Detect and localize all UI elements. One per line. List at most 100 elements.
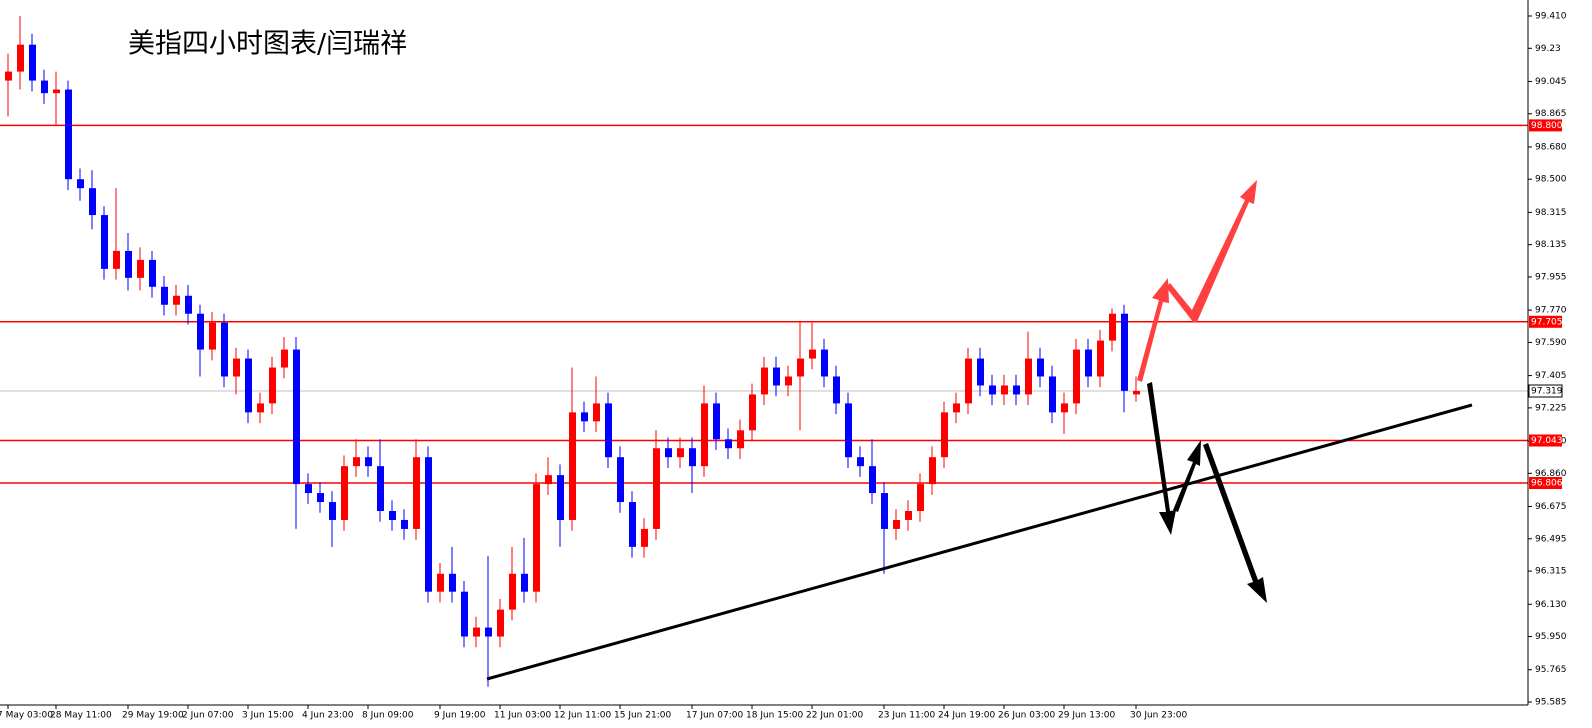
y-tick-label: 98.315 bbox=[1535, 208, 1567, 218]
y-tick-label: 97.955 bbox=[1535, 272, 1567, 282]
candle-body bbox=[1049, 376, 1056, 413]
candle-body bbox=[761, 367, 768, 395]
bull-arrows bbox=[1137, 180, 1257, 382]
last-price-box bbox=[1528, 384, 1563, 398]
level-label: 98.800 bbox=[1531, 121, 1563, 131]
candle-body bbox=[893, 519, 900, 529]
candle-body bbox=[1097, 340, 1104, 377]
candle-body bbox=[881, 493, 888, 529]
candle-body bbox=[329, 502, 336, 520]
candle-body bbox=[1025, 358, 1032, 395]
x-tick-label: 17 Jun 07:00 bbox=[686, 711, 743, 721]
candle-body bbox=[485, 627, 492, 637]
candle-body bbox=[593, 403, 600, 422]
candle-body bbox=[449, 573, 456, 592]
candle-body bbox=[821, 349, 828, 377]
y-tick-label: 96.315 bbox=[1535, 567, 1567, 577]
x-tick-label: 8 Jun 09:00 bbox=[362, 711, 414, 721]
candle-body bbox=[185, 295, 192, 314]
candle-body bbox=[509, 573, 516, 610]
candle-body bbox=[113, 250, 120, 269]
candle-body bbox=[53, 89, 60, 94]
x-tick-label: 28 May 11:00 bbox=[50, 711, 112, 721]
candle-body bbox=[245, 358, 252, 413]
y-tick-label: 98.135 bbox=[1535, 240, 1567, 250]
candle-body bbox=[1109, 313, 1116, 341]
candle-body bbox=[317, 493, 324, 503]
candle-body bbox=[905, 510, 912, 520]
y-tick-label: 99.045 bbox=[1535, 77, 1567, 87]
candle-body bbox=[713, 403, 720, 440]
y-tick-label: 99.23 bbox=[1535, 44, 1561, 54]
last-price-label: 97.319 bbox=[1531, 387, 1563, 397]
x-tick-label: 15 Jun 21:00 bbox=[614, 711, 671, 721]
candle-body bbox=[1073, 349, 1080, 404]
candle-body bbox=[233, 358, 240, 377]
level-label: 96.806 bbox=[1531, 479, 1563, 489]
candle-body bbox=[437, 573, 444, 592]
candle-body bbox=[845, 403, 852, 458]
x-tick-label: 26 Jun 03:00 bbox=[998, 711, 1055, 721]
candle-body bbox=[257, 403, 264, 413]
candle-body bbox=[281, 349, 288, 368]
candle-body bbox=[41, 80, 48, 94]
candle-body bbox=[677, 448, 684, 458]
candle-body bbox=[533, 484, 540, 592]
candle-body bbox=[617, 457, 624, 503]
candle-body bbox=[137, 259, 144, 278]
level-box bbox=[1529, 315, 1562, 328]
candle-body bbox=[161, 286, 168, 305]
candle-body bbox=[545, 475, 552, 485]
y-tick-label: 95.950 bbox=[1535, 632, 1567, 642]
x-tick-label: 23 Jun 11:00 bbox=[878, 711, 935, 721]
candle-body bbox=[1013, 385, 1020, 395]
candle-body bbox=[737, 430, 744, 449]
candle-body bbox=[29, 44, 36, 81]
y-tick-label: 96.495 bbox=[1535, 534, 1567, 544]
y-tick-label: 95.765 bbox=[1535, 665, 1567, 675]
candle-body bbox=[977, 358, 984, 386]
candle-body bbox=[173, 295, 180, 305]
candle-body bbox=[869, 466, 876, 494]
y-tick-label: 98.680 bbox=[1535, 142, 1567, 152]
x-tick-label: 12 Jun 11:00 bbox=[554, 711, 611, 721]
x-tick-label: 22 Jun 01:00 bbox=[806, 711, 863, 721]
level-label: 97.043 bbox=[1531, 436, 1563, 446]
level-box bbox=[1529, 119, 1562, 132]
candle-body bbox=[1121, 313, 1128, 391]
y-tick-label: 95.585 bbox=[1535, 698, 1567, 708]
candle-body bbox=[1061, 403, 1068, 413]
bear-arrows bbox=[1147, 382, 1267, 603]
candle-body bbox=[557, 475, 564, 520]
candle-body bbox=[293, 349, 300, 485]
candle-body bbox=[785, 376, 792, 386]
y-tick-label: 96.675 bbox=[1535, 502, 1567, 512]
candle-body bbox=[89, 188, 96, 216]
arrow bbox=[1173, 440, 1201, 512]
y-tick-label: 99.410 bbox=[1535, 12, 1567, 22]
x-tick-label: 2 Jun 07:00 bbox=[182, 711, 234, 721]
y-tick-label: 98.865 bbox=[1535, 109, 1567, 119]
level-label: 97.705 bbox=[1531, 317, 1563, 327]
x-tick-label: 11 Jun 03:00 bbox=[494, 711, 551, 721]
candle-body bbox=[77, 179, 84, 189]
candle-body bbox=[425, 457, 432, 592]
candle-body bbox=[221, 322, 228, 377]
y-tick-label: 97.405 bbox=[1535, 371, 1567, 381]
candle-body bbox=[641, 528, 648, 547]
arrow bbox=[1147, 382, 1176, 535]
x-tick-label: 29 May 19:00 bbox=[122, 711, 184, 721]
candle-body bbox=[605, 403, 612, 458]
candle-body bbox=[629, 502, 636, 547]
y-tick-label: 96.860 bbox=[1535, 469, 1567, 479]
candle-body bbox=[65, 89, 72, 180]
candle-body bbox=[1085, 349, 1092, 377]
candle-body bbox=[989, 385, 996, 395]
candle-body bbox=[149, 259, 156, 287]
arrow bbox=[1166, 180, 1257, 322]
x-tick-label: 3 Jun 15:00 bbox=[242, 711, 294, 721]
candle-body bbox=[1001, 385, 1008, 395]
candle-body bbox=[569, 412, 576, 520]
y-tick-label: 96.130 bbox=[1535, 600, 1567, 610]
